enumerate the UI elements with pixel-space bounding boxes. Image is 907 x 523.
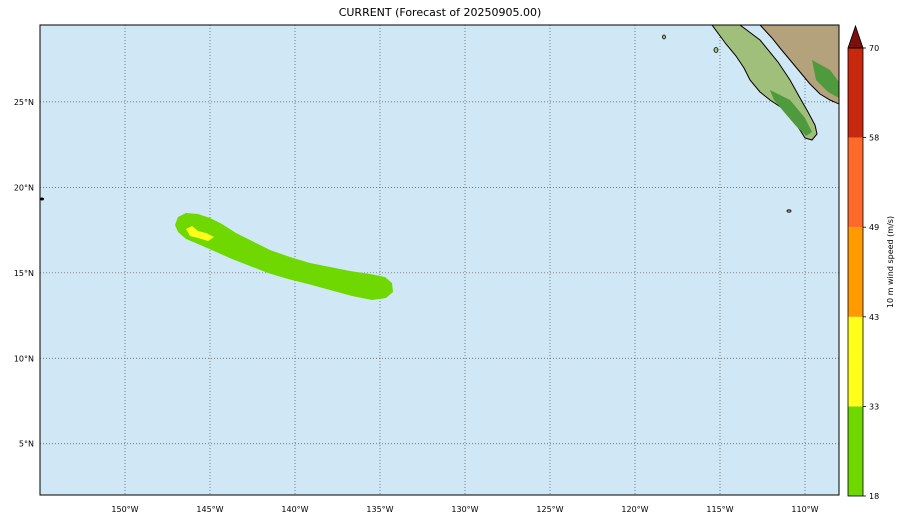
longitude-tick-labels: 150°W 145°W 140°W 135°W 130°W 125°W 120°W 115°W…: [111, 505, 818, 514]
map-frame: [39, 24, 840, 496]
colorbar-tick-label: 43: [869, 313, 879, 322]
colorbar-label: 10 m wind speed (m/s): [886, 216, 895, 308]
lat-tick-label: 10°N: [14, 354, 34, 363]
ocean-area: [40, 25, 839, 495]
colorbar-segment: [848, 137, 863, 228]
map-title: CURRENT (Forecast of 20250905.00): [338, 6, 542, 19]
mexico-mainland-land: [759, 25, 839, 105]
colorbar-segment: [848, 48, 863, 138]
lon-tick-label: 135°W: [366, 505, 393, 514]
lon-tick-label: 125°W: [536, 505, 563, 514]
lon-tick-label: 120°W: [621, 505, 648, 514]
latitude-tick-labels: 25°N 20°N 15°N 10°N 5°N: [14, 98, 34, 449]
colorbar-tick-label: 18: [869, 492, 879, 501]
lat-tick-label: 15°N: [14, 269, 34, 278]
wind-patch-33-43: [186, 226, 214, 241]
colorbar-segment: [848, 227, 863, 317]
colorbar-frame: [847, 47, 864, 497]
lat-tick-label: 25°N: [14, 98, 34, 107]
colorbar-tick-label: 49: [869, 223, 879, 232]
colorbar: 18 33 43 49 58 70: [847, 24, 879, 501]
island: [40, 197, 44, 201]
lon-tick-label: 150°W: [111, 505, 138, 514]
lon-tick-label: 130°W: [451, 505, 478, 514]
lon-tick-label: 145°W: [196, 505, 223, 514]
colorbar-segment: [848, 406, 863, 496]
coastal-lowland: [770, 90, 812, 136]
lon-tick-label: 115°W: [706, 505, 733, 514]
lat-tick-label: 5°N: [19, 440, 34, 449]
lon-tick-label: 140°W: [281, 505, 308, 514]
colorbar-segment: [848, 316, 863, 407]
mainland-green: [812, 60, 839, 98]
island: [713, 47, 719, 53]
gridlines: [40, 25, 839, 495]
colorbar-tick-label: 58: [869, 134, 879, 143]
lat-tick-label: 20°N: [14, 183, 34, 192]
island: [662, 34, 666, 40]
colorbar-tick-label: 33: [869, 402, 879, 411]
lon-tick-label: 110°W: [791, 505, 818, 514]
wind-swath-18-33: [175, 213, 393, 300]
colorbar-extend-arrow: [847, 24, 864, 49]
colorbar-tick-label: 70: [869, 44, 879, 53]
island: [786, 209, 792, 213]
